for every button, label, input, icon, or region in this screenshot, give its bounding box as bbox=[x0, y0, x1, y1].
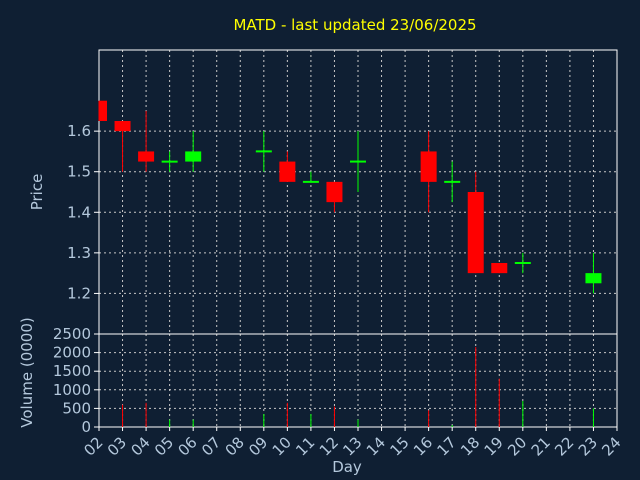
volume-y-tick-label: 500 bbox=[62, 399, 91, 417]
candle-body bbox=[138, 151, 155, 162]
price-y-axis: 1.2 1.3 1.4 1.5 1.6 bbox=[67, 122, 99, 302]
candle-body bbox=[99, 100, 107, 121]
candle-body bbox=[491, 263, 508, 274]
candles bbox=[98, 100, 602, 294]
volume-y-tick-label: 1000 bbox=[53, 381, 91, 399]
volume-bars bbox=[122, 347, 594, 427]
volume-grid bbox=[99, 334, 617, 427]
candle-body bbox=[185, 151, 202, 162]
chart-title: MATD - last updated 23/06/2025 bbox=[233, 16, 476, 34]
price-panel: 1.2 1.3 1.4 1.5 1.6 Price bbox=[28, 49, 618, 335]
candle-body bbox=[326, 181, 343, 203]
price-y-tick-label: 1.6 bbox=[67, 122, 91, 140]
price-y-tick-label: 1.4 bbox=[67, 203, 91, 221]
price-y-tick-label: 1.5 bbox=[67, 163, 91, 181]
price-y-tick-label: 1.2 bbox=[67, 284, 91, 302]
volume-y-tick-label: 0 bbox=[81, 418, 91, 436]
volume-y-tick-label: 2000 bbox=[53, 344, 91, 362]
candle-body bbox=[467, 192, 484, 274]
volume-y-tick-label: 1500 bbox=[53, 362, 91, 380]
price-axis-label: Price bbox=[28, 174, 46, 211]
candle-body bbox=[585, 273, 602, 284]
volume-axis-label: Volume (0000) bbox=[18, 317, 36, 427]
volume-y-tick-label: 2500 bbox=[53, 325, 91, 343]
x-axis-label: Day bbox=[332, 458, 362, 476]
candle-body bbox=[420, 151, 437, 182]
candle-body bbox=[114, 121, 131, 132]
candle-body bbox=[279, 161, 296, 182]
price-y-tick-label: 1.3 bbox=[67, 244, 91, 262]
